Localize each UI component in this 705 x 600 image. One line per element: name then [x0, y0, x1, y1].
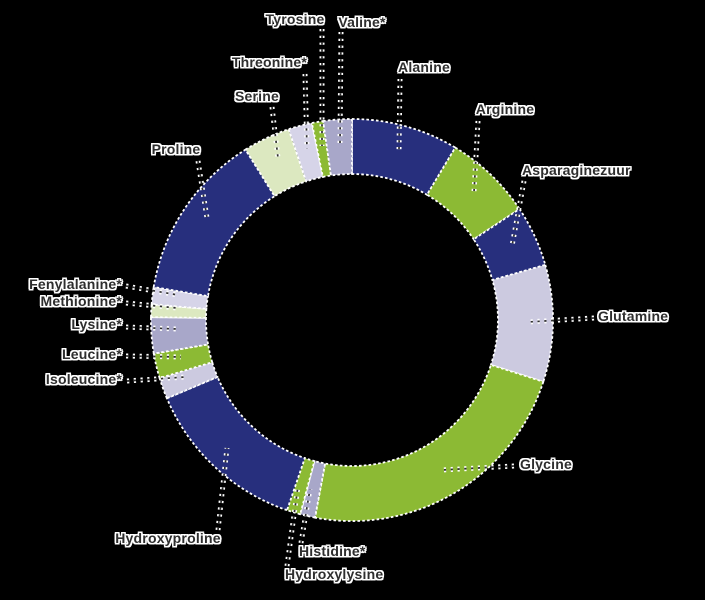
donut-segment-histidine [299, 460, 327, 519]
segment-label-tyrosine: Tyrosine [265, 11, 325, 27]
donut-segment-isoleucine [158, 361, 219, 400]
leader-lines [125, 29, 595, 567]
leader-line-isoleucine [126, 376, 186, 382]
leader-line-leucine [125, 355, 182, 358]
donut-segment-glutamine [489, 263, 554, 383]
segment-label-leucine: Leucine* [62, 346, 122, 362]
leader-line-threonine [304, 73, 308, 150]
leader-line-alanine [398, 78, 401, 151]
donut-segment-leucine [152, 343, 214, 380]
leader-line-methionine [125, 302, 178, 309]
donut-segment-hydroxyproline [165, 375, 306, 512]
leader-line-glutamine [527, 317, 595, 323]
leader-line-proline [197, 160, 208, 219]
segment-label-glutamine: Glutamine [598, 308, 669, 324]
segment-label-fenylalanine: Fenylalanine* [29, 276, 122, 292]
segment-label-alanine: Alanine [398, 59, 450, 75]
segment-label-proline: Proline [151, 141, 201, 157]
segment-label-asparaginezuur: Asparaginezuur [522, 162, 631, 178]
donut-segment-valine [322, 118, 353, 177]
leader-line-valine [339, 31, 342, 145]
leader-line-serine [271, 106, 279, 159]
segment-label-lysine: Lysine* [71, 316, 122, 332]
segment-label-hydroxyproline: Hydroxyproline [115, 530, 221, 546]
segment-label-isoleucine: Isoleucine* [45, 371, 122, 387]
donut-segment-tyrosine [310, 120, 333, 178]
segment-label-serine: Serine [235, 88, 279, 104]
segment-label-glycine: Glycine [520, 456, 572, 472]
segment-label-threonine: Threonine* [231, 54, 307, 70]
leader-line-hydroxyproline [217, 447, 228, 531]
donut-segment-alanine [351, 118, 457, 197]
segment-label-valine: Valine* [338, 14, 386, 30]
donut-segments [150, 118, 554, 522]
leader-line-histidine [300, 488, 311, 544]
segment-label-methionine: Methionine* [40, 293, 122, 309]
leader-line-arginine [473, 120, 479, 193]
leader-line-asparaginezuur [511, 180, 525, 247]
segment-label-histidine: Histidine* [299, 543, 366, 559]
segment-label-hydroxylysine: Hydroxylysine [285, 566, 384, 582]
leader-line-fenylalanine [125, 285, 179, 296]
donut-segment-serine [244, 128, 308, 198]
donut-segment-asparaginezuur [472, 207, 547, 282]
donut-segment-proline [152, 148, 276, 298]
leader-line-lysine [125, 326, 178, 330]
segment-label-arginine: Arginine [475, 101, 535, 117]
donut-segment-glycine [313, 363, 545, 522]
